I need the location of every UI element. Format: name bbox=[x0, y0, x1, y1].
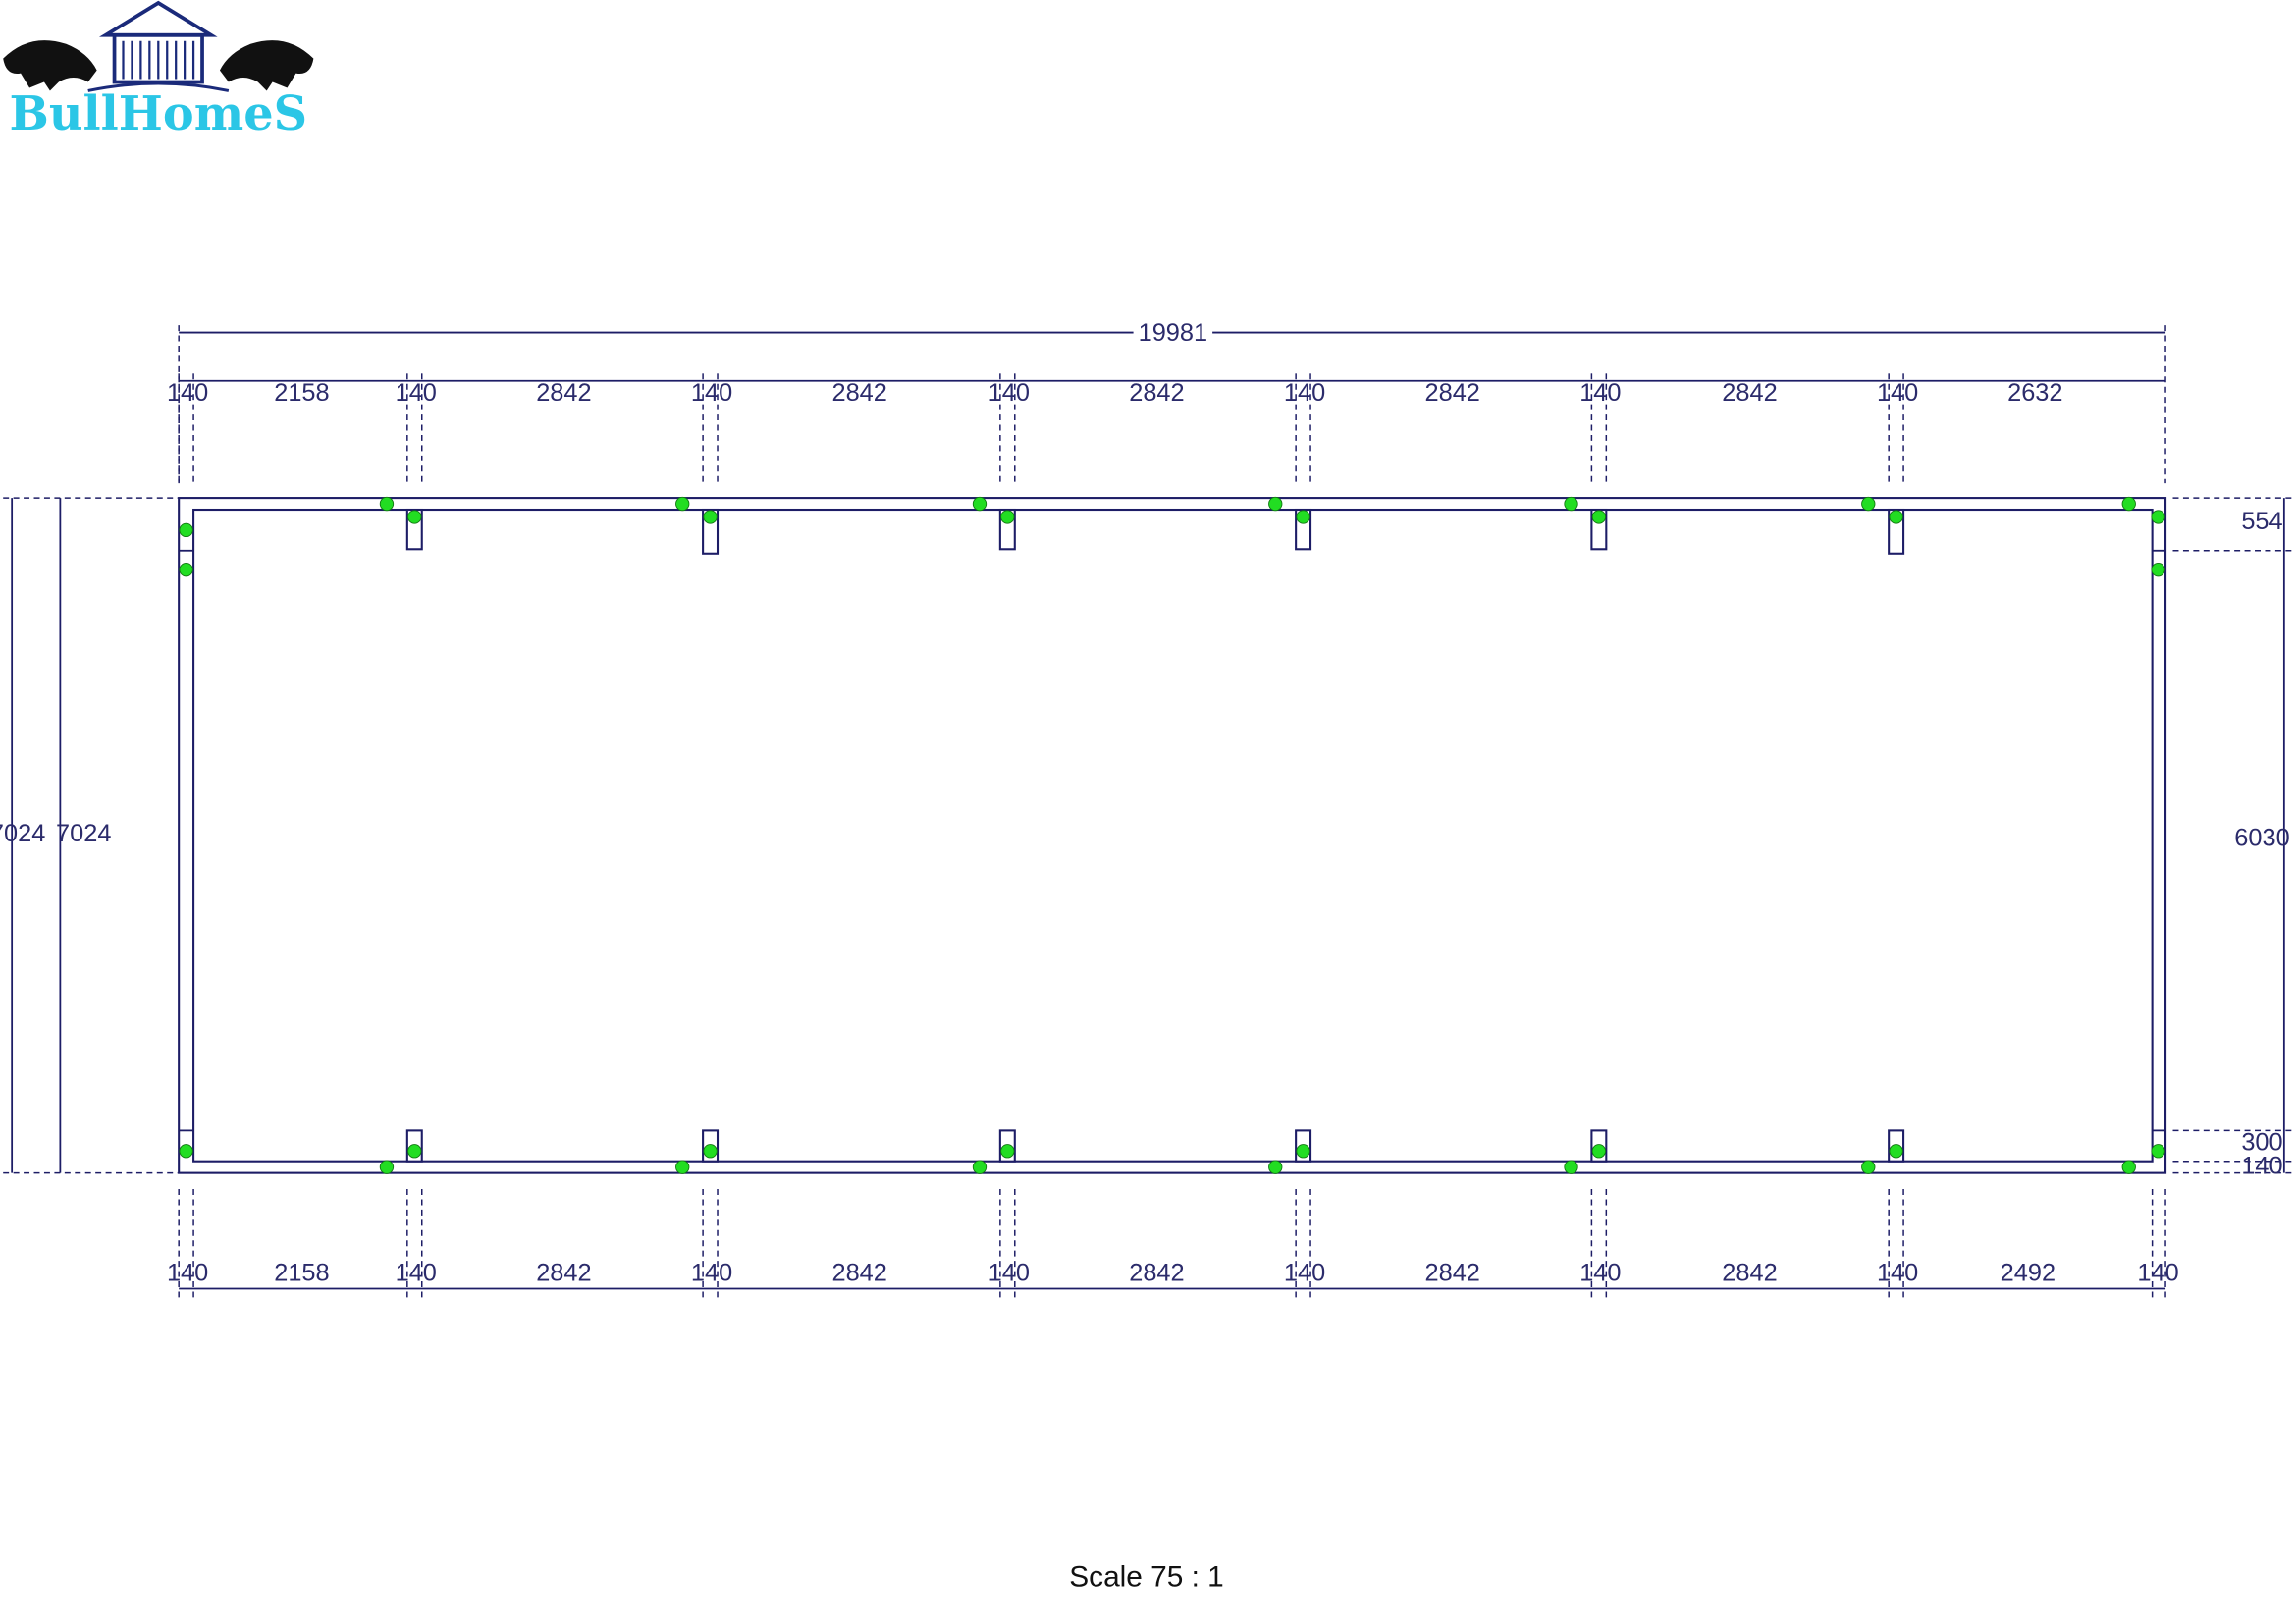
dimension-label: 2632 bbox=[2007, 379, 2062, 406]
dimension-label: 140 bbox=[167, 379, 208, 406]
dimension-label: 140 bbox=[1284, 1259, 1325, 1286]
fixing-point bbox=[179, 522, 193, 538]
fixing-point bbox=[675, 496, 690, 512]
logo-text: BullHomeS bbox=[10, 86, 308, 141]
dimension-label: 140 bbox=[988, 1259, 1030, 1286]
dimension-label: 2158 bbox=[274, 379, 329, 406]
fixing-point bbox=[675, 1160, 690, 1174]
dimension-label: 140 bbox=[691, 379, 732, 406]
dimension-label: 140 bbox=[167, 1259, 208, 1286]
dimension-label: 554 bbox=[2241, 508, 2282, 535]
logo-roof bbox=[98, 0, 218, 37]
fixing-point bbox=[1268, 1160, 1283, 1174]
fixing-point bbox=[179, 1144, 193, 1159]
fixing-point bbox=[2121, 1160, 2136, 1174]
fixing-point bbox=[179, 563, 193, 577]
fixing-point bbox=[1861, 496, 1876, 512]
dimension-label: 2492 bbox=[2001, 1259, 2056, 1286]
logo-bull-left bbox=[3, 40, 97, 91]
fixing-point bbox=[1296, 510, 1310, 524]
dimension-label: 140 bbox=[1284, 379, 1325, 406]
fixing-point bbox=[703, 1144, 718, 1159]
fixing-point bbox=[972, 1160, 988, 1174]
dimension-label: 140 bbox=[2241, 1152, 2282, 1179]
fixing-point bbox=[1889, 510, 1903, 524]
fixing-point bbox=[379, 1160, 395, 1174]
dimension-label: 2842 bbox=[1722, 1259, 1777, 1286]
fixing-point bbox=[407, 510, 422, 524]
fixing-point bbox=[1000, 510, 1015, 524]
dimension-label: 140 bbox=[396, 379, 437, 406]
dimension-label: 140 bbox=[396, 1259, 437, 1286]
dimension-label: 2842 bbox=[536, 379, 591, 406]
logo-windows bbox=[122, 40, 195, 80]
inner-space bbox=[192, 508, 2154, 1163]
fixing-point bbox=[2151, 1144, 2165, 1159]
dimension-label: 140 bbox=[1877, 1259, 1918, 1286]
logo-bull-right bbox=[219, 40, 314, 91]
fixing-point bbox=[1564, 1160, 1578, 1174]
dimension-label: 2842 bbox=[831, 1259, 886, 1286]
fixing-point bbox=[379, 496, 395, 512]
dimension-label: 2842 bbox=[1129, 379, 1184, 406]
dimension-label: 2842 bbox=[1722, 379, 1777, 406]
dimension-label: 140 bbox=[1579, 379, 1621, 406]
dimension-label: 2842 bbox=[1129, 1259, 1184, 1286]
dimension-label: 2842 bbox=[831, 379, 886, 406]
scale-label: Scale 75 : 1 bbox=[1069, 1561, 1223, 1594]
fixing-point bbox=[2151, 510, 2165, 524]
fixing-point bbox=[703, 510, 718, 524]
dimension-label: 140 bbox=[988, 379, 1030, 406]
dimension-label: 6030 bbox=[2234, 824, 2289, 851]
fixing-point bbox=[972, 496, 988, 512]
dimension-label: 300 bbox=[2241, 1129, 2282, 1157]
fixing-point bbox=[407, 1144, 422, 1159]
fixing-point bbox=[1000, 1144, 1015, 1159]
fixing-point bbox=[1268, 496, 1283, 512]
dimension-label: 7024 bbox=[56, 820, 111, 847]
fixing-point bbox=[1861, 1160, 1876, 1174]
fixing-point bbox=[2151, 563, 2165, 577]
label-gap bbox=[1133, 319, 1213, 346]
dimension-label: 2842 bbox=[536, 1259, 591, 1286]
fixing-point bbox=[1591, 1144, 1607, 1159]
dimension-label: 2842 bbox=[1425, 1259, 1480, 1286]
logo-swoosh bbox=[87, 81, 230, 92]
dimension-label: 2158 bbox=[274, 1259, 329, 1286]
dimension-label: 140 bbox=[2137, 1259, 2178, 1286]
fixing-point bbox=[1296, 1144, 1310, 1159]
dimension-label: 19981 bbox=[1139, 319, 1207, 347]
fixing-point bbox=[1564, 496, 1578, 512]
dimension-label: 7024 bbox=[0, 820, 45, 847]
fixing-point bbox=[2121, 496, 2136, 512]
dimension-label: 140 bbox=[1579, 1259, 1621, 1286]
dimension-label: 140 bbox=[691, 1259, 732, 1286]
logo: BullHomeS bbox=[3, 0, 314, 141]
plan: 19981 140 2158 140 2842 140 2842 140 2842 140 2842… bbox=[0, 319, 2293, 1298]
dimension-label: 140 bbox=[1877, 379, 1918, 406]
dimension-label: 2842 bbox=[1425, 379, 1480, 406]
fixing-point bbox=[1591, 510, 1607, 524]
fixing-point bbox=[1889, 1144, 1903, 1159]
